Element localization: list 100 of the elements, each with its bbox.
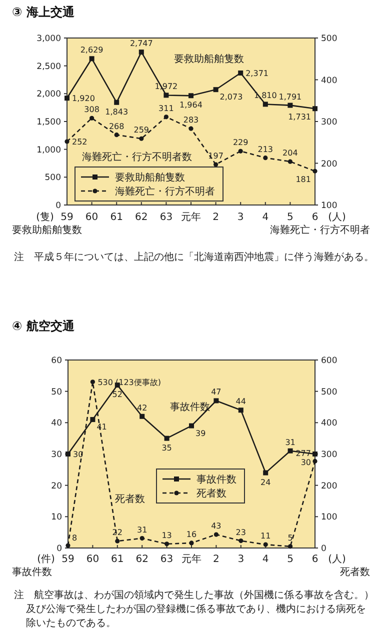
- y2-tick-label: 200: [321, 159, 338, 170]
- data-label: 1,920: [72, 94, 95, 104]
- data-label: 1,964: [180, 100, 202, 110]
- text: 注 航空事故は、わが国の領域内で発生した事故（外国機に係る事故を含む。）及び公海で発生したわが国の登録機に係る事故であり、機内における病死を除いたものである。: [14, 589, 374, 629]
- y-axis-title: (隻): [36, 211, 54, 223]
- point: [64, 139, 70, 144]
- point: [288, 159, 292, 164]
- y2-axis-title: (人): [328, 212, 346, 223]
- y2-tick-label: 100: [321, 512, 338, 523]
- point: [214, 532, 218, 537]
- data-label: 268: [108, 122, 124, 131]
- data-label: 30: [300, 458, 311, 467]
- data-label: 229: [232, 138, 248, 148]
- point: [263, 470, 268, 476]
- point: [214, 162, 218, 167]
- data-label: 213: [258, 144, 274, 154]
- y-tick-label: 1,500: [36, 118, 61, 128]
- x-tick-label: 59: [62, 554, 74, 565]
- point: [164, 114, 168, 120]
- annotation: 死者数: [115, 493, 145, 505]
- point: [238, 148, 243, 154]
- data-label: 1,843: [105, 107, 128, 116]
- data-label: 1,791: [278, 92, 302, 102]
- point: [188, 126, 194, 131]
- y-tick-label: 1,000: [36, 145, 61, 156]
- point: [140, 414, 145, 419]
- point: [238, 408, 244, 413]
- x-tick-label: 63: [160, 212, 173, 223]
- x-tick-label: 3: [237, 212, 244, 223]
- data-label: 11: [260, 532, 271, 541]
- y2-tick-label: 300: [321, 450, 338, 460]
- data-label: 8: [72, 533, 78, 542]
- point: [288, 448, 293, 454]
- data-label: 24: [260, 478, 271, 487]
- data-label: 39: [196, 428, 206, 438]
- point: [64, 96, 70, 101]
- y2-tick-label: 100: [321, 201, 338, 211]
- text: 要救助船舶隻数: [12, 224, 82, 236]
- data-label: 283: [183, 116, 199, 125]
- text: 死者数: [340, 566, 370, 578]
- data-label: 13: [162, 530, 172, 540]
- text: 事故件数: [12, 566, 52, 578]
- y-tick-label: 20: [51, 481, 62, 492]
- x-tick-label: 3: [238, 554, 244, 565]
- data-label: 308: [84, 105, 100, 114]
- data-label: 2,073: [220, 92, 243, 102]
- annotation: 要救助船舶隻数: [174, 53, 244, 65]
- data-label: 181: [296, 175, 311, 184]
- data-label: 1,731: [288, 112, 311, 122]
- chart-title: ③ 海上交通: [12, 5, 76, 19]
- point: [189, 540, 194, 546]
- y-tick-label: 3,000: [36, 34, 61, 44]
- point: [114, 100, 120, 105]
- legend-label: 事故件数: [196, 474, 236, 486]
- x-tick-label: 62: [135, 212, 148, 223]
- x-tick-label: 5: [287, 554, 294, 565]
- data-label: 204: [282, 148, 298, 158]
- point: [312, 106, 318, 112]
- x-tick-label: 元年: [182, 553, 202, 565]
- y-tick-label: 0: [56, 201, 61, 211]
- point: [312, 458, 318, 464]
- point: [189, 423, 194, 428]
- point: [238, 70, 244, 76]
- x-tick-label: 2: [212, 212, 219, 223]
- point: [90, 417, 96, 422]
- annotation: 事故件数: [170, 401, 210, 413]
- point: [213, 87, 218, 92]
- data-label: 43: [211, 522, 222, 531]
- y-tick-label: 30: [51, 450, 62, 460]
- text: 注 平成５年については、上記の他に「北海道南西沖地震」に伴う海難がある。: [14, 251, 374, 263]
- data-label: 44: [236, 397, 246, 406]
- point: [214, 398, 219, 404]
- y-tick-label: 10: [51, 512, 62, 523]
- x-tick-label: 62: [136, 554, 148, 565]
- y-tick-label: 40: [51, 418, 62, 429]
- legend-label: 要救助船舶隻数: [115, 172, 185, 184]
- x-tick-label: 61: [111, 554, 124, 565]
- point: [164, 542, 170, 546]
- data-label: 2,371: [246, 69, 269, 78]
- y2-tick-label: 400: [321, 76, 338, 86]
- y-axis-title: (件): [37, 554, 55, 565]
- y2-tick-label: 500: [321, 387, 338, 398]
- chart-title: ④ 航空交通: [12, 319, 76, 333]
- point: [312, 168, 318, 174]
- y2-axis-title: (人): [328, 554, 346, 565]
- point: [115, 538, 120, 544]
- x-tick-label: 59: [60, 212, 74, 223]
- x-tick-label: 5: [287, 212, 294, 223]
- data-label: 35: [162, 443, 172, 452]
- text: 海難死亡・行方不明者: [270, 224, 370, 236]
- data-label: 22: [112, 528, 122, 538]
- point: [262, 102, 268, 107]
- data-label: 252: [72, 138, 88, 147]
- point: [139, 136, 144, 141]
- data-label: 311: [158, 104, 174, 113]
- x-tick-label: 元年: [181, 211, 201, 223]
- y-tick-label: 0: [56, 544, 62, 554]
- y-tick-label: 50: [51, 387, 62, 398]
- legend-label: 海難死亡・行方不明者: [115, 186, 215, 198]
- annotation: 海難死亡・行方不明者数: [82, 151, 192, 163]
